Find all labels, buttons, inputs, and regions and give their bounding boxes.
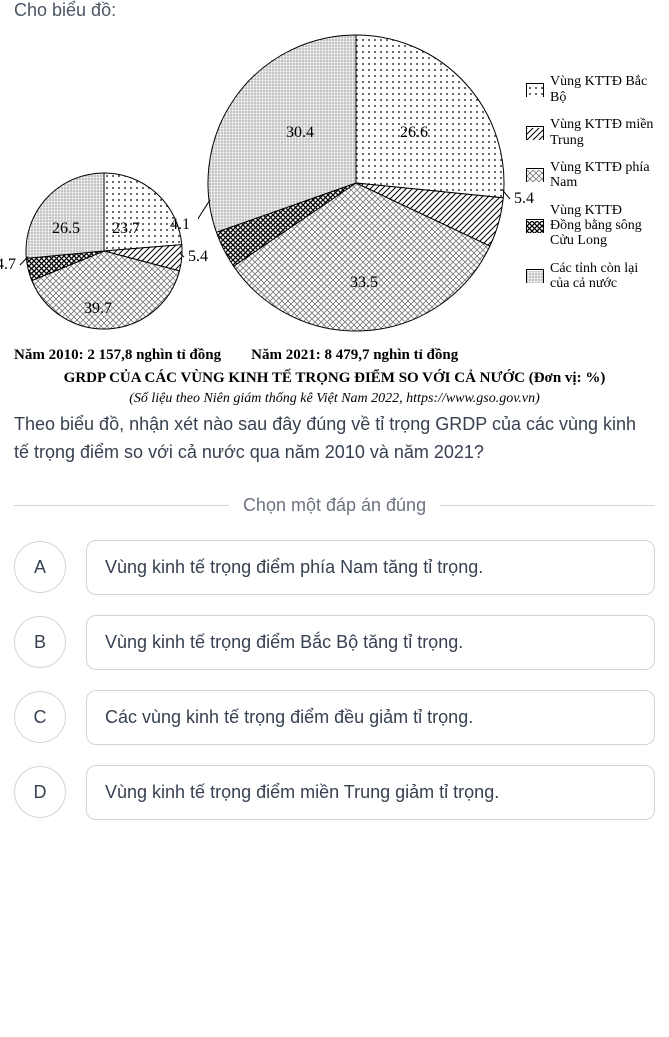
legend-label: Vùng KTTĐ phía Nam: [550, 160, 655, 191]
legend-row: Vùng KTTĐ miền Trung: [526, 117, 655, 148]
answer-letter-a[interactable]: A: [14, 541, 66, 593]
pie-slice: [104, 173, 182, 251]
legend-label: Vùng KTTĐ Bắc Bộ: [550, 74, 655, 105]
legend-swatch: [526, 219, 544, 233]
pie-value-label: 5.4: [514, 190, 534, 208]
legend-label: Các tỉnh còn lại của cả nước: [550, 261, 655, 292]
legend-swatch: [526, 83, 544, 97]
prompt-text: Chọn một đáp án đúng: [229, 495, 440, 516]
answer-letter-c[interactable]: C: [14, 691, 66, 743]
legend-label: Vùng KTTĐ Đồng bằng sông Cửu Long: [550, 203, 655, 249]
pie-value-label: 23.7: [112, 220, 140, 238]
pie-value-label: 30.4: [286, 124, 314, 142]
legend: Vùng KTTĐ Bắc Bộ Vùng KTTĐ miền Trung Vùng…: [526, 62, 655, 303]
divider-line-left: [14, 505, 229, 506]
legend-swatch: [526, 269, 544, 283]
legend-row: Vùng KTTĐ Bắc Bộ: [526, 74, 655, 105]
pie-2021: 26.65.433.54.130.4: [198, 25, 514, 341]
caption-2021: Năm 2021: 8 479,7 nghìn tỉ đồng: [251, 347, 458, 364]
legend-swatch: [526, 126, 544, 140]
pie-value-label: 33.5: [350, 274, 378, 292]
figure-source: (Số liệu theo Niên giám thống kê Việt Na…: [14, 391, 655, 407]
answer-letter-d[interactable]: D: [14, 766, 66, 818]
answer-row-c: C Các vùng kinh tế trọng điểm đều giảm t…: [14, 690, 655, 745]
legend-row: Các tỉnh còn lại của cả nước: [526, 261, 655, 292]
legend-swatch: [526, 168, 544, 182]
pie-value-label: 26.5: [52, 220, 80, 238]
legend-row: Vùng KTTĐ Đồng bằng sông Cửu Long: [526, 203, 655, 249]
answer-box-d[interactable]: Vùng kinh tế trọng điểm miền Trung giảm …: [86, 765, 655, 820]
pie-value-label: 39.7: [84, 300, 112, 318]
answer-box-b[interactable]: Vùng kinh tế trọng điểm Bắc Bộ tăng tỉ t…: [86, 615, 655, 670]
answer-box-c[interactable]: Các vùng kinh tế trọng điểm đều giảm tỉ …: [86, 690, 655, 745]
caption-2010: Năm 2010: 2 157,8 nghìn tỉ đồng: [14, 347, 221, 364]
figure-title: GRDP CỦA CÁC VÙNG KINH TẾ TRỌNG ĐIỂM SO …: [14, 370, 655, 387]
legend-row: Vùng KTTĐ phía Nam: [526, 160, 655, 191]
legend-label: Vùng KTTĐ miền Trung: [550, 117, 655, 148]
intro-text: Cho biểu đồ:: [14, 0, 655, 21]
answer-row-a: A Vùng kinh tế trọng điểm phía Nam tăng …: [14, 540, 655, 595]
year-captions: Năm 2010: 2 157,8 nghìn tỉ đồng Năm 2021…: [14, 347, 655, 364]
answer-row-b: B Vùng kinh tế trọng điểm Bắc Bộ tăng tỉ…: [14, 615, 655, 670]
pie-slice: [356, 35, 504, 198]
pie-value-label: 4.7: [0, 256, 16, 274]
pie-slice: [26, 173, 104, 258]
divider-line-right: [440, 505, 655, 506]
answer-row-d: D Vùng kinh tế trọng điểm miền Trung giả…: [14, 765, 655, 820]
chart-area: 23.75.439.74.726.5 26.65.433.54.130.4 Vù…: [14, 25, 655, 341]
pie-2010: 23.75.439.74.726.5: [14, 161, 194, 341]
answer-box-a[interactable]: Vùng kinh tế trọng điểm phía Nam tăng tỉ…: [86, 540, 655, 595]
pie-value-label: 4.1: [170, 216, 190, 234]
answer-letter-b[interactable]: B: [14, 616, 66, 668]
pie-value-label: 26.6: [400, 124, 428, 142]
question-text: Theo biểu đồ, nhận xét nào sau đây đúng …: [14, 411, 655, 467]
prompt-divider: Chọn một đáp án đúng: [14, 495, 655, 516]
